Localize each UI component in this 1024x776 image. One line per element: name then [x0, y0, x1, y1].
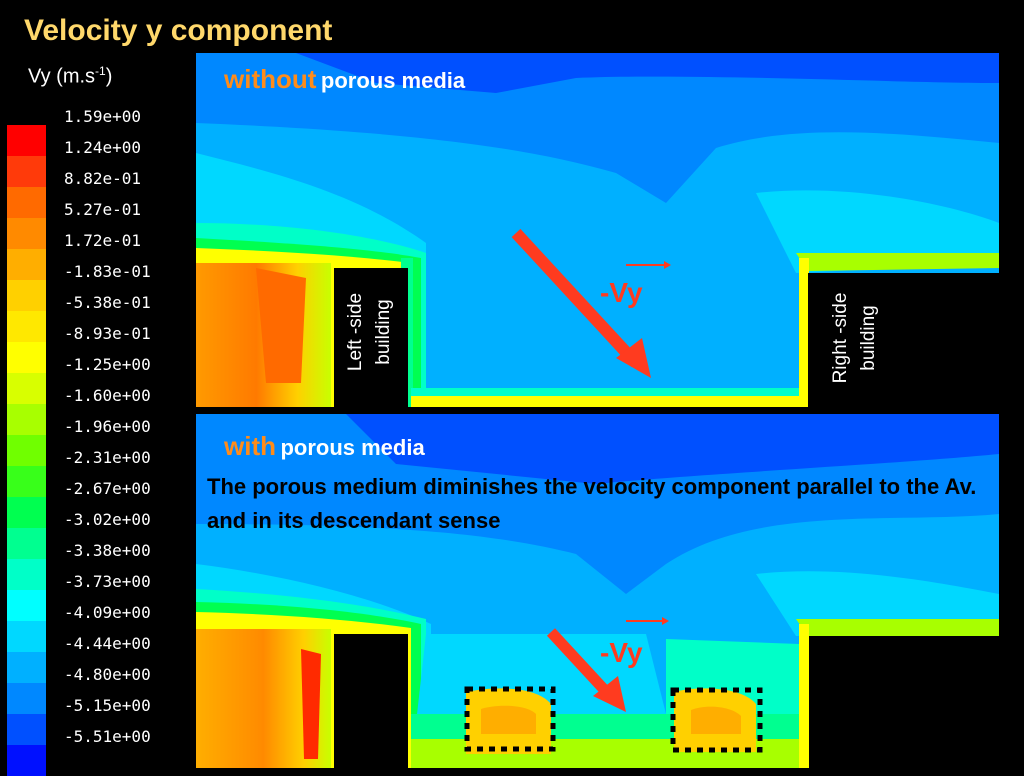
legend-label: -3.73e+00: [64, 572, 151, 591]
bottom-panel-heading: with porous media: [224, 431, 425, 462]
legend-swatch: [7, 280, 46, 311]
slide-title: Velocity y component: [24, 14, 333, 47]
legend-label: -3.38e+00: [64, 541, 151, 560]
legend-label: -4.44e+00: [64, 634, 151, 653]
legend-swatch: [7, 435, 46, 466]
legend-swatch: [7, 590, 46, 621]
legend-swatch: [7, 218, 46, 249]
top-vy-label: -Vy: [600, 277, 643, 308]
left-building-line-2: building: [373, 299, 394, 365]
legend-swatch: [7, 156, 46, 187]
right-side-building-label: Right -side building: [827, 273, 883, 403]
legend-label: -5.38e-01: [64, 293, 151, 312]
legend-label: -4.09e+00: [64, 603, 151, 622]
legend-label: -1.83e-01: [64, 262, 151, 281]
unit-close: ): [105, 65, 113, 88]
left-building-line-1: Left -side: [345, 292, 366, 372]
heading-emphasis: with: [224, 431, 276, 461]
legend-swatch: [7, 559, 46, 590]
legend-label: -1.96e+00: [64, 417, 151, 436]
legend-swatch: [7, 528, 46, 559]
legend-label: 1.72e-01: [64, 231, 142, 250]
legend-label: 8.82e-01: [64, 169, 142, 188]
legend-label: -5.15e+00: [64, 696, 151, 715]
left-side-building-label: Left -side building: [342, 272, 398, 392]
legend-label: -1.25e+00: [64, 355, 151, 374]
legend-swatch: [7, 404, 46, 435]
legend-label: -8.93e-01: [64, 324, 151, 343]
legend-label: -2.31e+00: [64, 448, 151, 467]
legend-swatch: [7, 683, 46, 714]
unit-exponent: -1: [95, 64, 106, 78]
legend-swatch: [7, 373, 46, 404]
legend-label: -2.67e+00: [64, 479, 151, 498]
legend-label: 1.59e+00: [64, 107, 142, 126]
top-panel-heading: without porous media: [224, 64, 465, 95]
legend-swatch: [7, 311, 46, 342]
legend-label: -3.02e+00: [64, 510, 151, 529]
legend-label: -4.80e+00: [64, 665, 151, 684]
legend-label: -5.51e+00: [64, 727, 151, 746]
unit-base: Vy (m.s: [28, 65, 96, 88]
legend-swatch: [7, 714, 46, 745]
legend-swatch: [7, 466, 46, 497]
legend-swatch: [7, 745, 46, 776]
legend-swatch: [7, 125, 46, 156]
bottom-vy-label: -Vy: [600, 637, 643, 668]
legend-unit-label: Vy (m.s-1): [28, 64, 112, 89]
legend-label: -1.60e+00: [64, 386, 151, 405]
right-building-line-2: building: [858, 305, 879, 371]
heading-rest: porous media: [320, 68, 466, 93]
legend-swatch: [7, 187, 46, 218]
heading-emphasis: without: [224, 64, 317, 94]
legend-swatch: [7, 497, 46, 528]
contour-panel-with-porous-media: [196, 414, 999, 768]
heading-rest: porous media: [280, 435, 425, 460]
legend-swatch: [7, 249, 46, 280]
legend-label: 5.27e-01: [64, 200, 142, 219]
legend-label: 1.24e+00: [64, 138, 142, 157]
legend-swatch: [7, 342, 46, 373]
right-building-line-1: Right -side: [830, 292, 851, 384]
legend-swatch: [7, 652, 46, 683]
contour-panel-without-porous-media: [196, 53, 999, 407]
legend-swatch: [7, 621, 46, 652]
porous-medium-note: The porous medium diminishes the velocit…: [207, 474, 977, 533]
color-legend: 1.59e+00 1.24e+00 8.82e-01 5.27e-01 1.72e-01…: [0, 0, 200, 776]
